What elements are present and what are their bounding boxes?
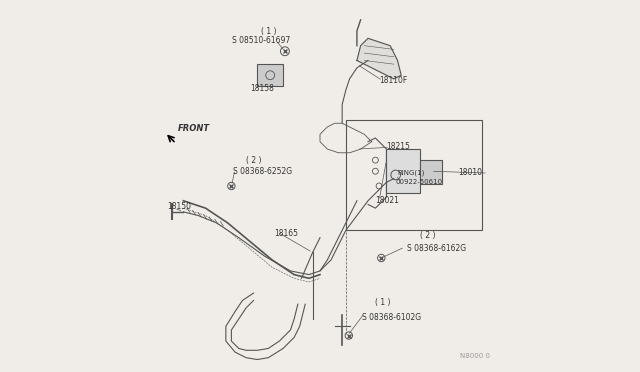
Text: S 08368-6102G: S 08368-6102G: [362, 312, 422, 321]
Text: 18215: 18215: [387, 142, 410, 151]
Text: FRONT: FRONT: [178, 124, 211, 133]
Text: S 08368-6162G: S 08368-6162G: [407, 244, 466, 253]
Text: S 08510-61697: S 08510-61697: [232, 36, 290, 45]
Text: ( 2 ): ( 2 ): [420, 231, 435, 240]
Text: ( 1 ): ( 1 ): [376, 298, 391, 307]
Polygon shape: [357, 38, 401, 79]
Bar: [387, 149, 420, 193]
Text: 18110F: 18110F: [379, 76, 407, 85]
Text: RING(1): RING(1): [397, 170, 425, 176]
Text: 18150: 18150: [167, 202, 191, 211]
Bar: [257, 64, 283, 86]
Text: ( 1 ): ( 1 ): [260, 27, 276, 36]
Text: ( 2 ): ( 2 ): [246, 155, 262, 165]
Bar: [420, 160, 442, 184]
Text: 18158: 18158: [250, 84, 274, 93]
Text: 18165: 18165: [274, 230, 298, 238]
Text: N8000 0: N8000 0: [460, 353, 490, 359]
Text: 18010: 18010: [458, 168, 483, 177]
Text: S 08368-6252G: S 08368-6252G: [233, 167, 292, 176]
Text: 00922-50610: 00922-50610: [396, 179, 443, 185]
Text: 18021: 18021: [376, 196, 399, 205]
